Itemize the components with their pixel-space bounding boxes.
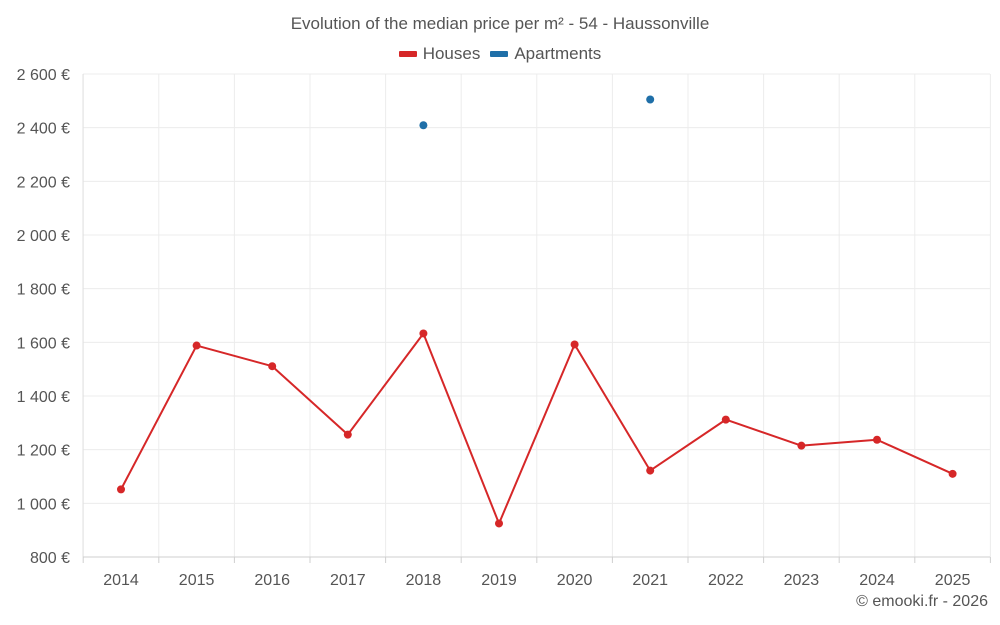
- data-point-houses-2015[interactable]: [192, 341, 201, 350]
- x-tick-label: 2017: [330, 572, 366, 589]
- data-point-houses-2018[interactable]: [419, 329, 428, 338]
- data-point-houses-2022[interactable]: [721, 415, 730, 424]
- data-point-houses-2023[interactable]: [797, 441, 806, 450]
- x-tick-label: 2020: [557, 572, 593, 589]
- y-tick-label: 2 400 €: [17, 121, 70, 138]
- y-tick-label: 1 600 €: [17, 335, 70, 352]
- data-point-apartments-2021[interactable]: [646, 95, 655, 104]
- legend-item-apartments[interactable]: Apartments: [490, 44, 601, 64]
- x-tick-label: 2019: [481, 572, 517, 589]
- data-point-houses-2021[interactable]: [646, 466, 655, 475]
- axes: [82, 74, 991, 563]
- x-tick-label: 2023: [784, 572, 820, 589]
- legend-label-apartments: Apartments: [514, 44, 602, 63]
- credit-text: © emooki.fr - 2026: [856, 593, 988, 610]
- x-tick-label: 2015: [179, 572, 215, 589]
- y-tick-label: 2 200 €: [17, 174, 70, 191]
- x-tick-label: 2022: [708, 572, 744, 589]
- data-point-houses-2016[interactable]: [268, 362, 277, 371]
- data-point-houses-2020[interactable]: [570, 340, 579, 349]
- x-tick-label: 2025: [935, 572, 971, 589]
- y-tick-labels: 800 € 1 000 € 1 200 € 1 400 € 1 600 € 1 800 €…: [17, 67, 70, 567]
- legend: Houses Apartments: [0, 44, 1000, 64]
- data-point-houses-2014[interactable]: [117, 485, 125, 494]
- x-tick-label: 2016: [254, 572, 290, 589]
- x-tick-label: 2014: [103, 572, 139, 589]
- x-tick-labels: 2014 2015 2016 2017 2018 2019 2020 2021 2022 2023…: [103, 572, 970, 589]
- series-line-houses: [120, 332, 954, 525]
- series-layer: [117, 95, 957, 528]
- legend-swatch-apartments: [490, 51, 509, 57]
- grid-lines: [82, 73, 991, 558]
- y-tick-label: 1 000 €: [17, 496, 70, 513]
- data-point-houses-2017[interactable]: [343, 430, 352, 439]
- data-point-apartments-2018[interactable]: [419, 121, 428, 130]
- data-point-houses-2025[interactable]: [948, 469, 957, 478]
- y-tick-label: 800 €: [30, 550, 70, 567]
- y-tick-label: 1 800 €: [17, 282, 70, 299]
- x-tick-label: 2024: [859, 572, 895, 589]
- y-tick-label: 1 400 €: [17, 389, 70, 406]
- x-tick-label: 2018: [406, 572, 442, 589]
- y-tick-label: 2 000 €: [17, 228, 70, 245]
- legend-swatch-houses: [398, 51, 417, 57]
- data-point-houses-2024[interactable]: [873, 435, 881, 444]
- legend-item-houses[interactable]: Houses: [398, 44, 481, 64]
- x-tick-label: 2021: [632, 572, 668, 589]
- chart-title: Evolution of the median price per m² - 5…: [290, 14, 710, 33]
- data-point-houses-2019[interactable]: [495, 519, 503, 528]
- legend-label-houses: Houses: [422, 44, 481, 63]
- y-tick-label: 2 600 €: [17, 67, 70, 84]
- y-tick-label: 1 200 €: [17, 443, 70, 460]
